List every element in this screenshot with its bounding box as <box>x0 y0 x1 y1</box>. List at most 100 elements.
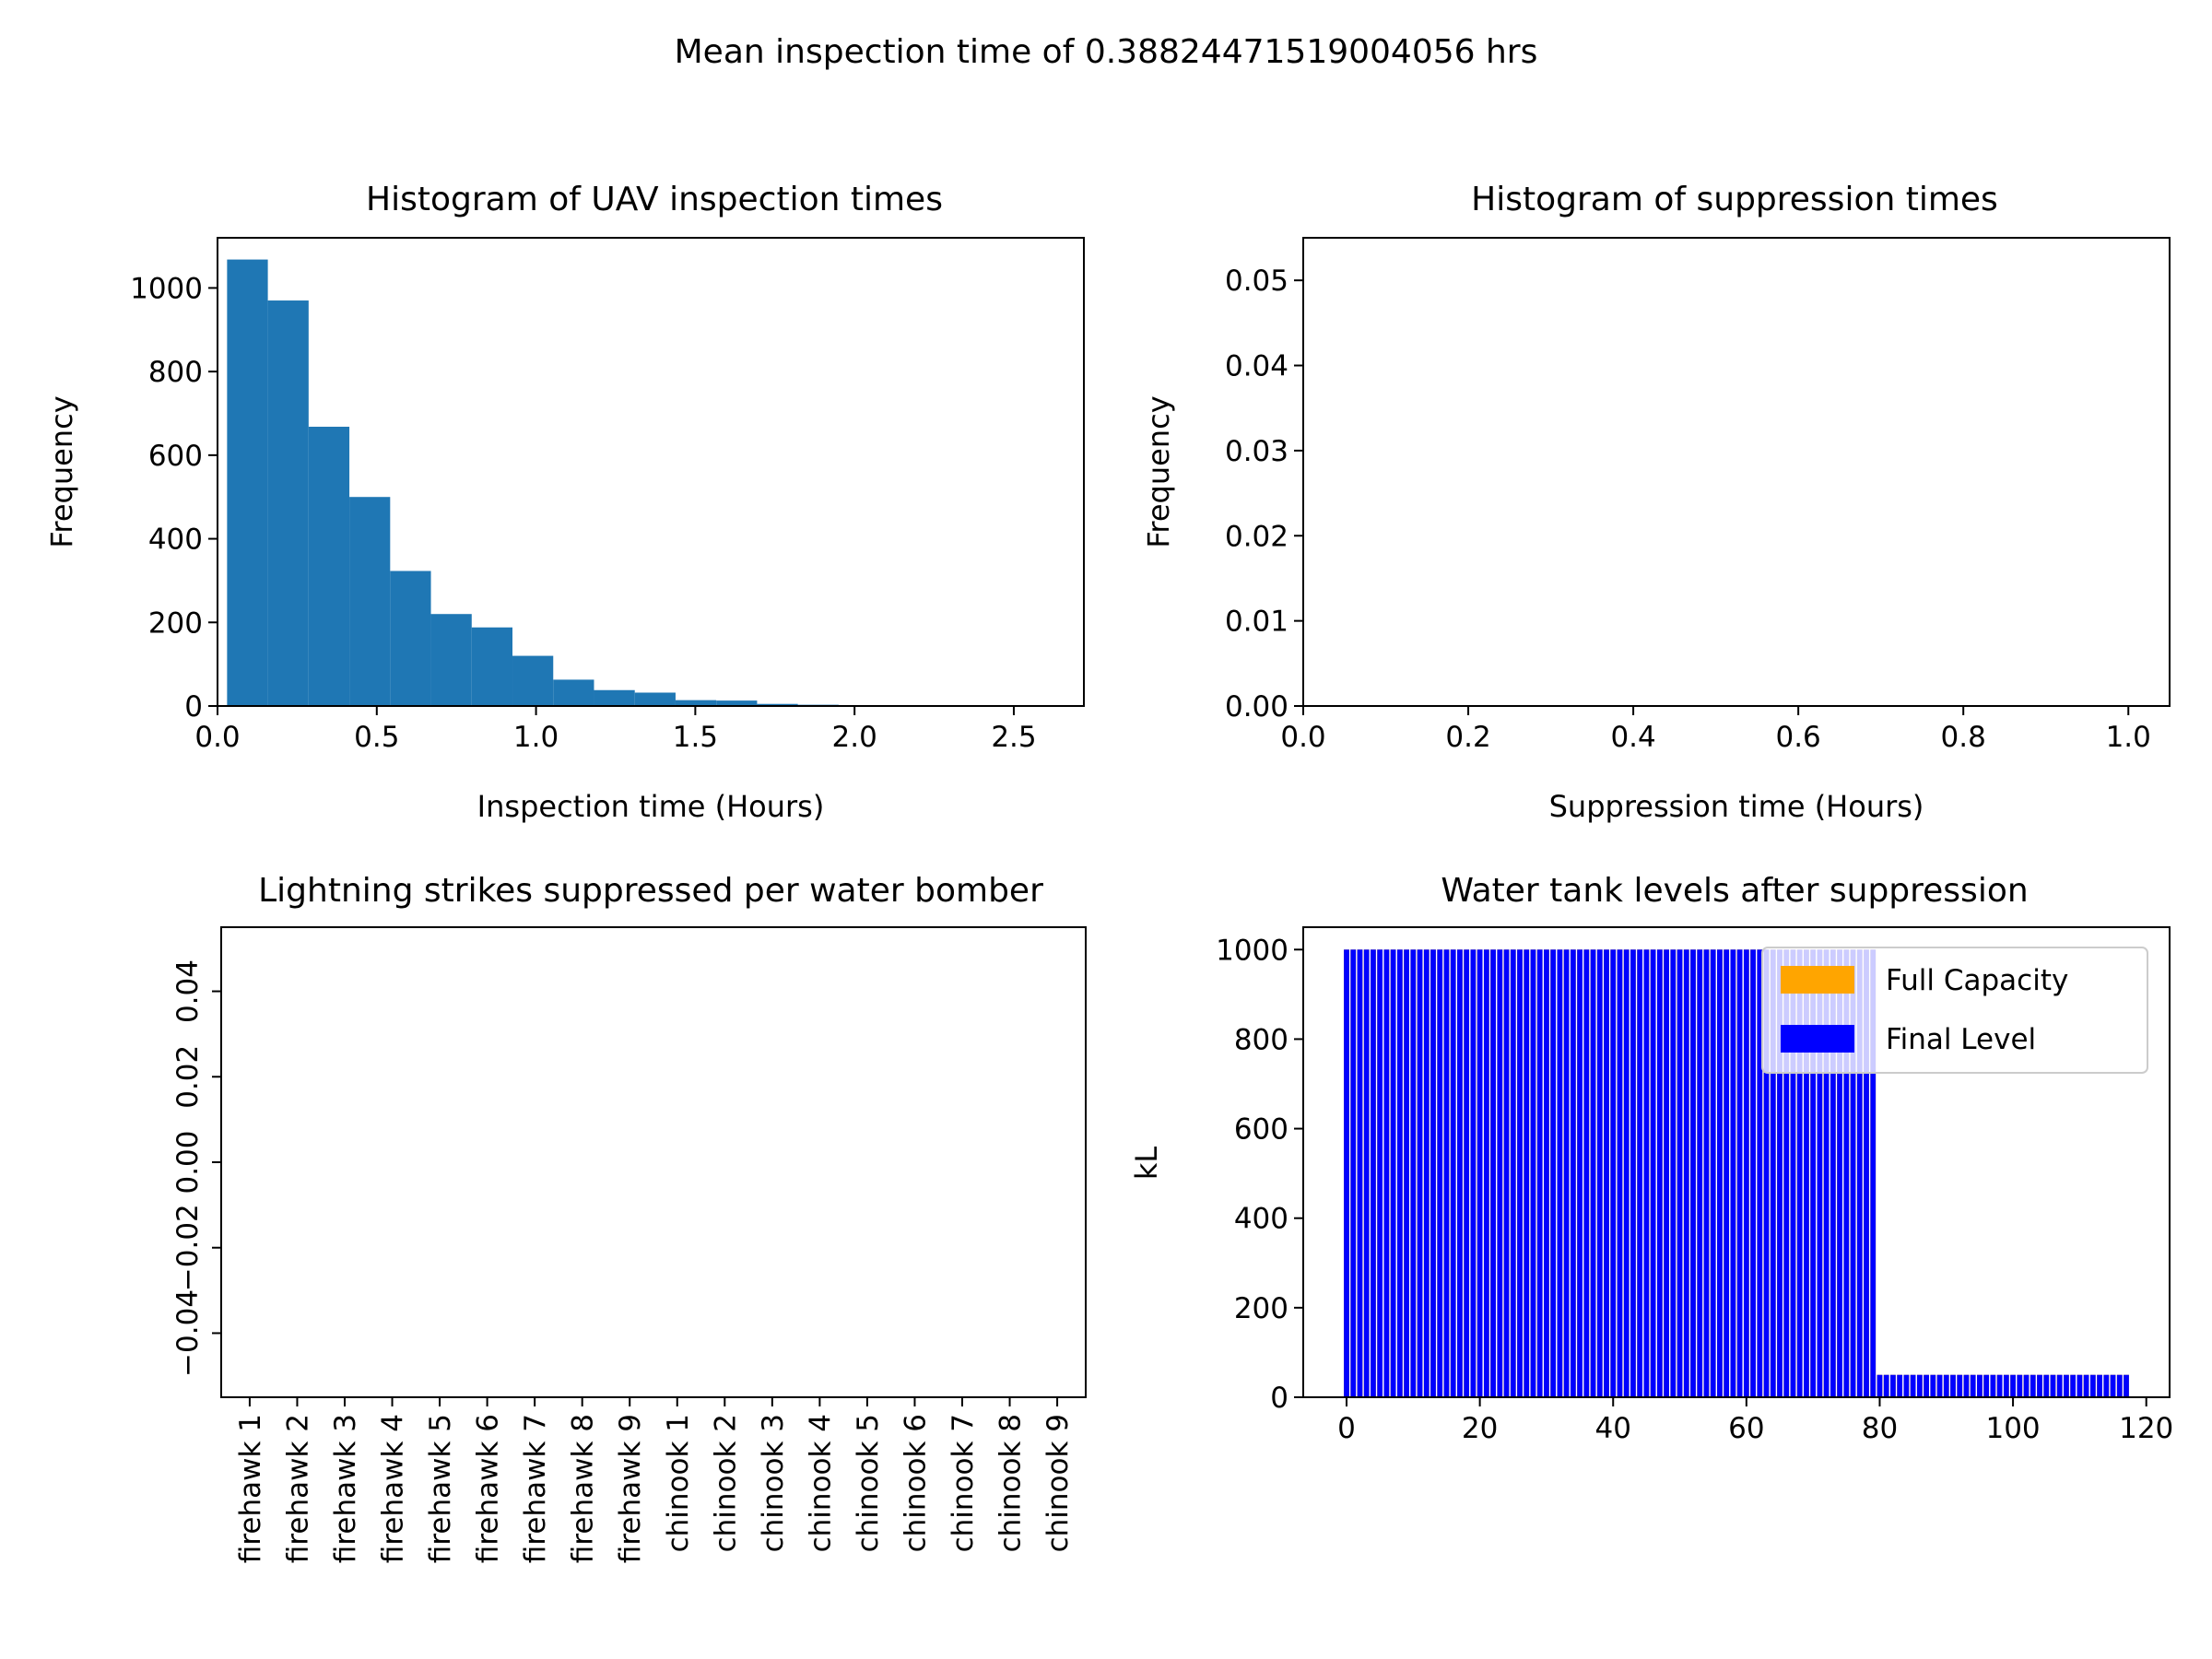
tank-bar <box>1870 949 1877 1397</box>
tank-bar <box>1517 949 1523 1397</box>
inspection-ytick-label: 0 <box>184 690 203 724</box>
suppression-xtick-label: 0.6 <box>1775 721 1820 754</box>
bomber-xtick-label: firehawk 4 <box>377 1414 410 1563</box>
strikes-per-bomber-yticks: −0.04−0.02 0.00 0.02 0.04 <box>171 959 221 1377</box>
bomber-xtick-label: firehawk 5 <box>424 1414 457 1563</box>
tank-bar <box>1996 1374 2003 1397</box>
tank-bar <box>1404 949 1409 1397</box>
tank-levels-yticks: 0 200 400 600 800 1000 <box>1216 934 1303 1415</box>
legend-label-final-level: Final Level <box>1886 1023 2036 1056</box>
tank-bar <box>1864 949 1869 1397</box>
tank-bar <box>2110 1374 2116 1397</box>
strikes-per-bomber-xticks: firehawk 1 firehawk 2 firehawk 3 firehawk 4… <box>234 1397 1075 1563</box>
bomber-xtick-label: chinook 6 <box>899 1414 932 1552</box>
suppression-histogram-title: Histogram of suppression times <box>1471 181 1998 218</box>
legend-label-full-capacity: Full Capacity <box>1886 964 2068 997</box>
bomber-ytick-label: 0.04 <box>171 959 205 1023</box>
tank-bar <box>1777 949 1783 1397</box>
tank-bar <box>1757 949 1763 1397</box>
bomber-xtick-label: chinook 9 <box>1041 1414 1075 1552</box>
tank-bar <box>2017 1374 2023 1397</box>
bomber-xtick-label: chinook 5 <box>852 1414 885 1552</box>
tank-bar <box>1524 949 1530 1397</box>
bomber-xtick-label: firehawk 6 <box>472 1414 505 1563</box>
suppression-ytick-label: 0.05 <box>1225 265 1288 298</box>
tank-bar <box>1497 949 1503 1397</box>
histogram-bar <box>757 703 798 706</box>
legend-frame <box>1761 947 2148 1074</box>
tank-levels-frame <box>1302 926 2171 1398</box>
bomber-xtick-label: firehawk 8 <box>567 1414 600 1563</box>
inspection-ytick-label: 400 <box>148 524 203 557</box>
tank-bar <box>2056 1374 2063 1397</box>
tank-bar <box>1604 949 1609 1397</box>
bomber-ytick-label: −0.04 <box>171 1289 205 1377</box>
tank-xtick-label: 20 <box>1462 1412 1498 1445</box>
tank-bar <box>1977 1374 1983 1397</box>
tank-bar <box>1970 1374 1976 1397</box>
tank-bar <box>1677 949 1683 1397</box>
tank-bar <box>1963 1374 1970 1397</box>
tank-bar <box>2077 1374 2083 1397</box>
tank-bar <box>1557 949 1563 1397</box>
tank-bar <box>1717 949 1723 1397</box>
tank-bar <box>1743 949 1749 1397</box>
suppression-histogram-yticks: 0.00 0.01 0.02 0.03 0.04 0.05 <box>1225 265 1303 724</box>
tank-bar <box>1683 949 1689 1397</box>
tank-bar <box>1810 949 1817 1397</box>
tank-bar <box>1396 949 1403 1397</box>
tank-levels-panel: Water tank levels after suppression 0 20 4… <box>1129 872 2173 1445</box>
tank-bar <box>1957 1374 1963 1397</box>
inspection-histogram-title: Histogram of UAV inspection times <box>366 181 943 218</box>
inspection-ytick-label: 200 <box>148 606 203 640</box>
tank-ytick-label: 600 <box>1234 1113 1288 1147</box>
tank-bar <box>1936 1374 1943 1397</box>
histogram-bar <box>716 700 758 706</box>
inspection-ytick-label: 1000 <box>130 272 203 305</box>
inspection-ytick-label: 800 <box>148 356 203 389</box>
suppression-xtick-label: 0.2 <box>1445 721 1490 754</box>
inspection-histogram-ylabel: Frequency <box>44 395 79 547</box>
bomber-ytick-label: 0.02 <box>171 1045 205 1109</box>
tank-bar <box>1383 949 1390 1397</box>
inspection-histogram-frame <box>217 237 1085 707</box>
tank-bar <box>2030 1374 2036 1397</box>
legend-swatch-full-capacity <box>1781 966 1854 994</box>
tank-bar <box>1750 949 1756 1397</box>
tank-bar <box>1490 949 1496 1397</box>
tank-bar <box>1617 949 1623 1397</box>
inspection-xtick-label: 0.0 <box>194 721 240 754</box>
bomber-xtick-label: firehawk 1 <box>234 1414 267 1563</box>
histogram-bar <box>390 571 431 706</box>
tank-bar <box>2010 1374 2016 1397</box>
suppression-histogram-xlabel: Suppression time (Hours) <box>1549 789 1924 824</box>
tank-levels-title: Water tank levels after suppression <box>1441 872 2028 910</box>
tank-bar <box>1856 949 1863 1397</box>
tank-bar <box>1371 949 1376 1397</box>
tank-bar <box>1577 949 1583 1397</box>
tank-bar <box>1983 1374 1990 1397</box>
tank-levels-ylabel: kL <box>1129 1147 1164 1181</box>
tank-bar <box>1823 949 1830 1397</box>
tank-bar <box>1670 949 1677 1397</box>
tank-bar <box>1656 949 1663 1397</box>
suppression-xtick-label: 1.0 <box>2106 721 2151 754</box>
tank-xtick-label: 0 <box>1337 1412 1356 1445</box>
tank-xtick-label: 120 <box>2119 1412 2173 1445</box>
bomber-ytick-label: −0.02 <box>171 1204 205 1291</box>
tank-bar <box>1583 949 1590 1397</box>
tank-bar <box>1837 949 1842 1397</box>
tank-bar <box>1630 949 1636 1397</box>
tank-bar <box>2070 1374 2077 1397</box>
tank-bar <box>1563 949 1570 1397</box>
tank-bar <box>1890 1374 1896 1397</box>
tank-bar <box>1443 949 1450 1397</box>
bomber-xtick-label: chinook 2 <box>709 1414 742 1552</box>
tank-bar <box>2064 1374 2069 1397</box>
tank-bar <box>2089 1374 2096 1397</box>
inspection-histogram-bars <box>227 259 1043 706</box>
tank-levels-bars <box>1344 949 2129 1397</box>
suppression-xtick-label: 0.8 <box>1941 721 1986 754</box>
tank-ytick-label: 800 <box>1234 1023 1288 1056</box>
